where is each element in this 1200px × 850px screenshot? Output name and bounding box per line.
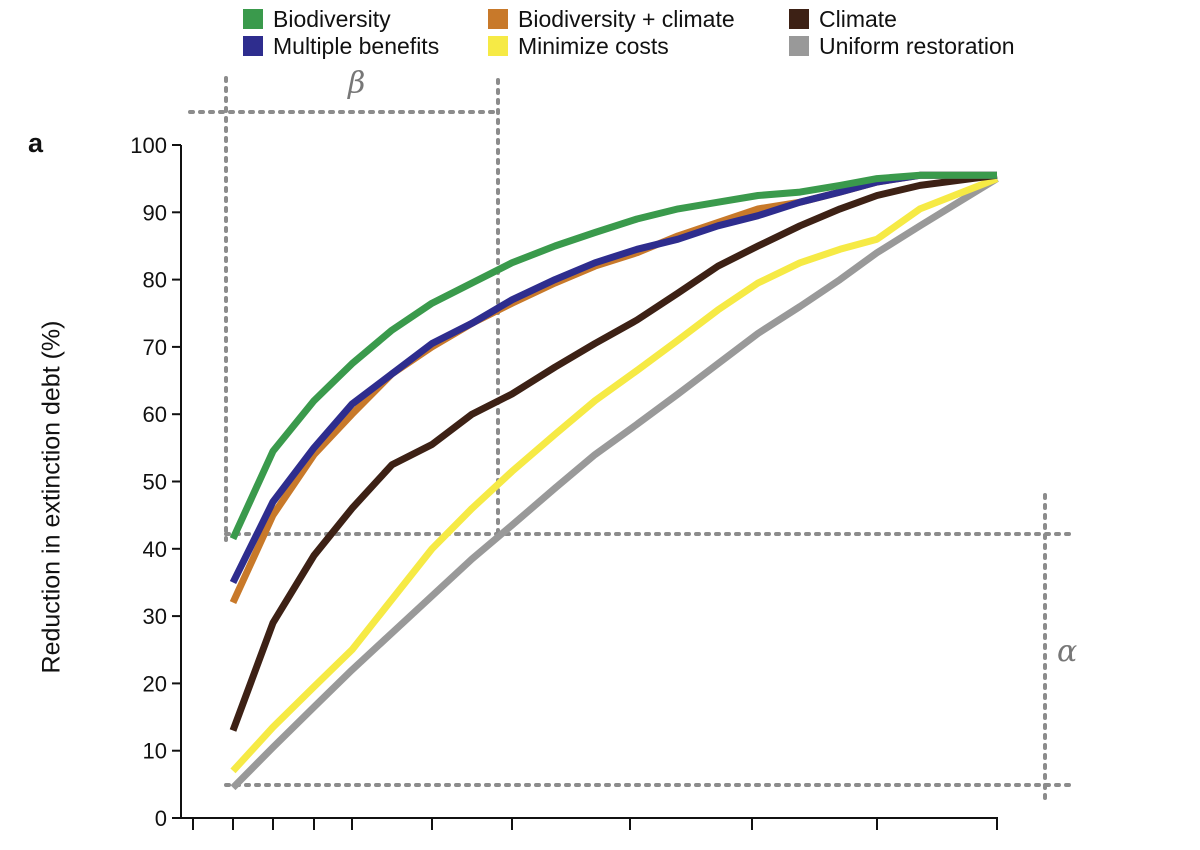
- legend-swatch: [488, 36, 508, 56]
- y-axis-label: Reduction in extinction debt (%): [37, 320, 66, 674]
- reference-lines: [188, 76, 1077, 807]
- y-tick-label: 80: [143, 268, 167, 293]
- y-tick-label: 60: [143, 402, 167, 427]
- legend-swatch: [243, 9, 263, 29]
- y-tick-label: 0: [155, 806, 167, 831]
- legend-item-multiple-benefits: Multiple benefits: [243, 33, 439, 59]
- legend-label: Multiple benefits: [273, 33, 440, 59]
- legend-item-uniform-restoration: Uniform restoration: [789, 33, 1015, 59]
- legend-item-climate: Climate: [789, 6, 897, 32]
- beta-annotation: β: [348, 66, 366, 101]
- series-line-uniform-restoration: [230, 175, 999, 791]
- legend-item-biodiversity: Biodiversity: [243, 6, 391, 32]
- y-tick-label: 100: [130, 133, 167, 158]
- legend-label: Minimize costs: [518, 33, 669, 59]
- series-line-multiple-benefits: [229, 171, 997, 585]
- y-tick-label: 20: [143, 671, 167, 696]
- series-line-minimize-costs: [230, 175, 999, 774]
- legend-swatch: [789, 9, 809, 29]
- axes: 0 10 20 30 40 50 60 70 80 90 100: [130, 133, 998, 831]
- legend-label: Biodiversity + climate: [518, 6, 735, 32]
- legend: Biodiversity Biodiversity + climate Clim…: [0, 0, 1200, 62]
- series-line-biodiversity: [229, 171, 997, 541]
- y-tick-label: 90: [143, 200, 167, 225]
- y-tick-label: 40: [143, 537, 167, 562]
- legend-label: Climate: [819, 6, 897, 32]
- legend-swatch: [789, 36, 809, 56]
- legend-label: Biodiversity: [273, 6, 391, 32]
- legend-swatch: [488, 9, 508, 29]
- series-line-climate: [229, 171, 998, 732]
- alpha-annotation: α: [1057, 634, 1078, 669]
- y-tick-label: 30: [143, 604, 167, 629]
- legend-item-biodiversity-climate: Biodiversity + climate: [488, 6, 735, 32]
- y-tick-label: 10: [143, 739, 167, 764]
- y-tick-label: 50: [143, 470, 167, 495]
- y-tick-label: 70: [143, 335, 167, 360]
- panel-label: a: [28, 128, 44, 158]
- series-layer: [229, 171, 999, 791]
- legend-label: Uniform restoration: [819, 33, 1015, 59]
- legend-swatch: [243, 36, 263, 56]
- legend-item-minimize-costs: Minimize costs: [488, 33, 669, 59]
